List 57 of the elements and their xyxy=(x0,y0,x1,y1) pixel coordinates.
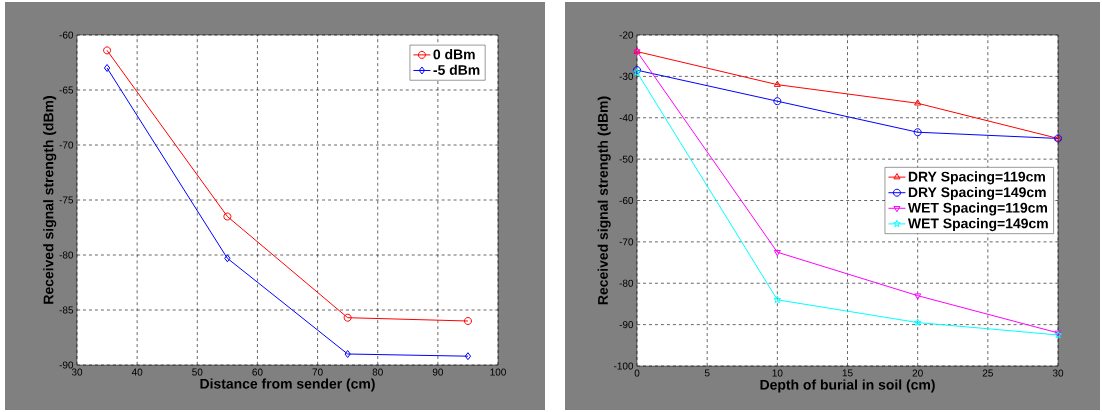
legend-label: 0 dBm xyxy=(433,49,475,60)
x-tick-label: 40 xyxy=(131,368,143,376)
point xyxy=(773,249,781,257)
x-tick-label: 10 xyxy=(772,369,783,377)
x-tick-label: 15 xyxy=(842,369,853,377)
y-tick-label: -70 xyxy=(619,238,634,246)
point xyxy=(773,80,781,87)
y-tick-label: -100 xyxy=(613,362,634,370)
point xyxy=(913,128,922,137)
x-tick-label: 20 xyxy=(912,369,923,377)
x-tick-label: 90 xyxy=(432,368,444,376)
legend-label: -5 dBm xyxy=(433,64,480,75)
point xyxy=(464,352,472,361)
point xyxy=(103,46,112,55)
point xyxy=(914,293,922,300)
y-tick-label: -70 xyxy=(59,141,74,149)
legend-label: WET Spacing=149cm xyxy=(907,218,1048,232)
x-tick-label: 5 xyxy=(704,369,710,377)
x-axis-title: Distance from sender (cm) xyxy=(200,378,375,392)
y-tick-label: -85 xyxy=(59,306,74,314)
y-tick-label: -80 xyxy=(619,279,634,287)
x-tick-label: 70 xyxy=(312,368,323,376)
legend-label: DRY Spacing=149cm xyxy=(908,186,1046,200)
x-tick-label: 30 xyxy=(71,368,83,376)
y-tick-label: -75 xyxy=(59,196,74,204)
x-axis-title: Depth of burial in soil (cm) xyxy=(760,379,935,393)
y-tick-label: -90 xyxy=(59,361,74,369)
point xyxy=(344,350,351,358)
point xyxy=(914,99,922,106)
point xyxy=(224,254,231,263)
legend-label: DRY Spacing=119cm xyxy=(908,171,1045,185)
point xyxy=(773,295,782,304)
point xyxy=(463,317,472,325)
y-tick-label: -65 xyxy=(59,86,74,94)
y-tick-label: -40 xyxy=(619,114,634,122)
y-tick-label: -30 xyxy=(619,72,634,80)
y-axis-title: Received signal strength (dBm) xyxy=(597,96,611,305)
y-tick-label: -20 xyxy=(619,31,634,39)
x-tick-label: 30 xyxy=(1052,369,1064,377)
y-axis-title: Received signal strength (dBm) xyxy=(43,96,57,304)
x-tick-label: 50 xyxy=(192,368,203,376)
y-tick-label: -60 xyxy=(59,31,74,39)
y-tick-label: -90 xyxy=(619,321,634,329)
point xyxy=(343,313,352,322)
x-tick-label: 80 xyxy=(372,368,383,376)
legend-label: WET Spacing=119cm xyxy=(907,202,1048,216)
y-tick-label: -50 xyxy=(619,155,634,163)
point xyxy=(103,64,111,72)
x-tick-label: 60 xyxy=(252,368,263,376)
point xyxy=(223,212,232,221)
x-tick-label: 25 xyxy=(982,369,993,377)
y-tick-label: -80 xyxy=(59,251,74,259)
point xyxy=(913,318,922,326)
x-tick-label: 100 xyxy=(490,368,506,376)
x-tick-label: 0 xyxy=(634,369,640,377)
y-tick-label: -60 xyxy=(619,196,634,205)
point xyxy=(773,97,782,106)
